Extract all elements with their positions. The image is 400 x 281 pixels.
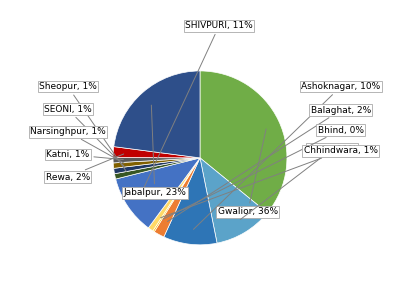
Wedge shape (113, 158, 200, 168)
Wedge shape (116, 158, 200, 228)
Text: Katni, 1%: Katni, 1% (46, 150, 123, 160)
Text: Datia, 11%: Datia, 11% (240, 145, 357, 219)
Wedge shape (114, 158, 200, 179)
Wedge shape (154, 158, 200, 237)
Text: Gwalior, 36%: Gwalior, 36% (218, 129, 278, 216)
Text: Rewa, 2%: Rewa, 2% (46, 154, 124, 182)
Wedge shape (113, 157, 200, 163)
Text: Balaghat, 2%: Balaghat, 2% (168, 106, 371, 221)
Text: Ashoknagar, 10%: Ashoknagar, 10% (194, 82, 380, 229)
Text: Sheopur, 1%: Sheopur, 1% (39, 82, 126, 171)
Wedge shape (114, 71, 200, 158)
Wedge shape (153, 158, 200, 232)
Text: Bhind, 0%: Bhind, 0% (163, 126, 364, 219)
Text: Narsinghpur, 1%: Narsinghpur, 1% (30, 127, 124, 163)
Wedge shape (164, 158, 217, 245)
Text: Jabalpur, 23%: Jabalpur, 23% (123, 105, 186, 197)
Wedge shape (148, 158, 200, 231)
Text: SEONI, 1%: SEONI, 1% (44, 105, 125, 167)
Wedge shape (200, 71, 287, 213)
Wedge shape (113, 147, 200, 158)
Wedge shape (114, 158, 200, 174)
Wedge shape (200, 158, 267, 243)
Text: Chhindwara, 1%: Chhindwara, 1% (161, 146, 378, 218)
Text: SHIVPURI, 11%: SHIVPURI, 11% (140, 21, 253, 196)
